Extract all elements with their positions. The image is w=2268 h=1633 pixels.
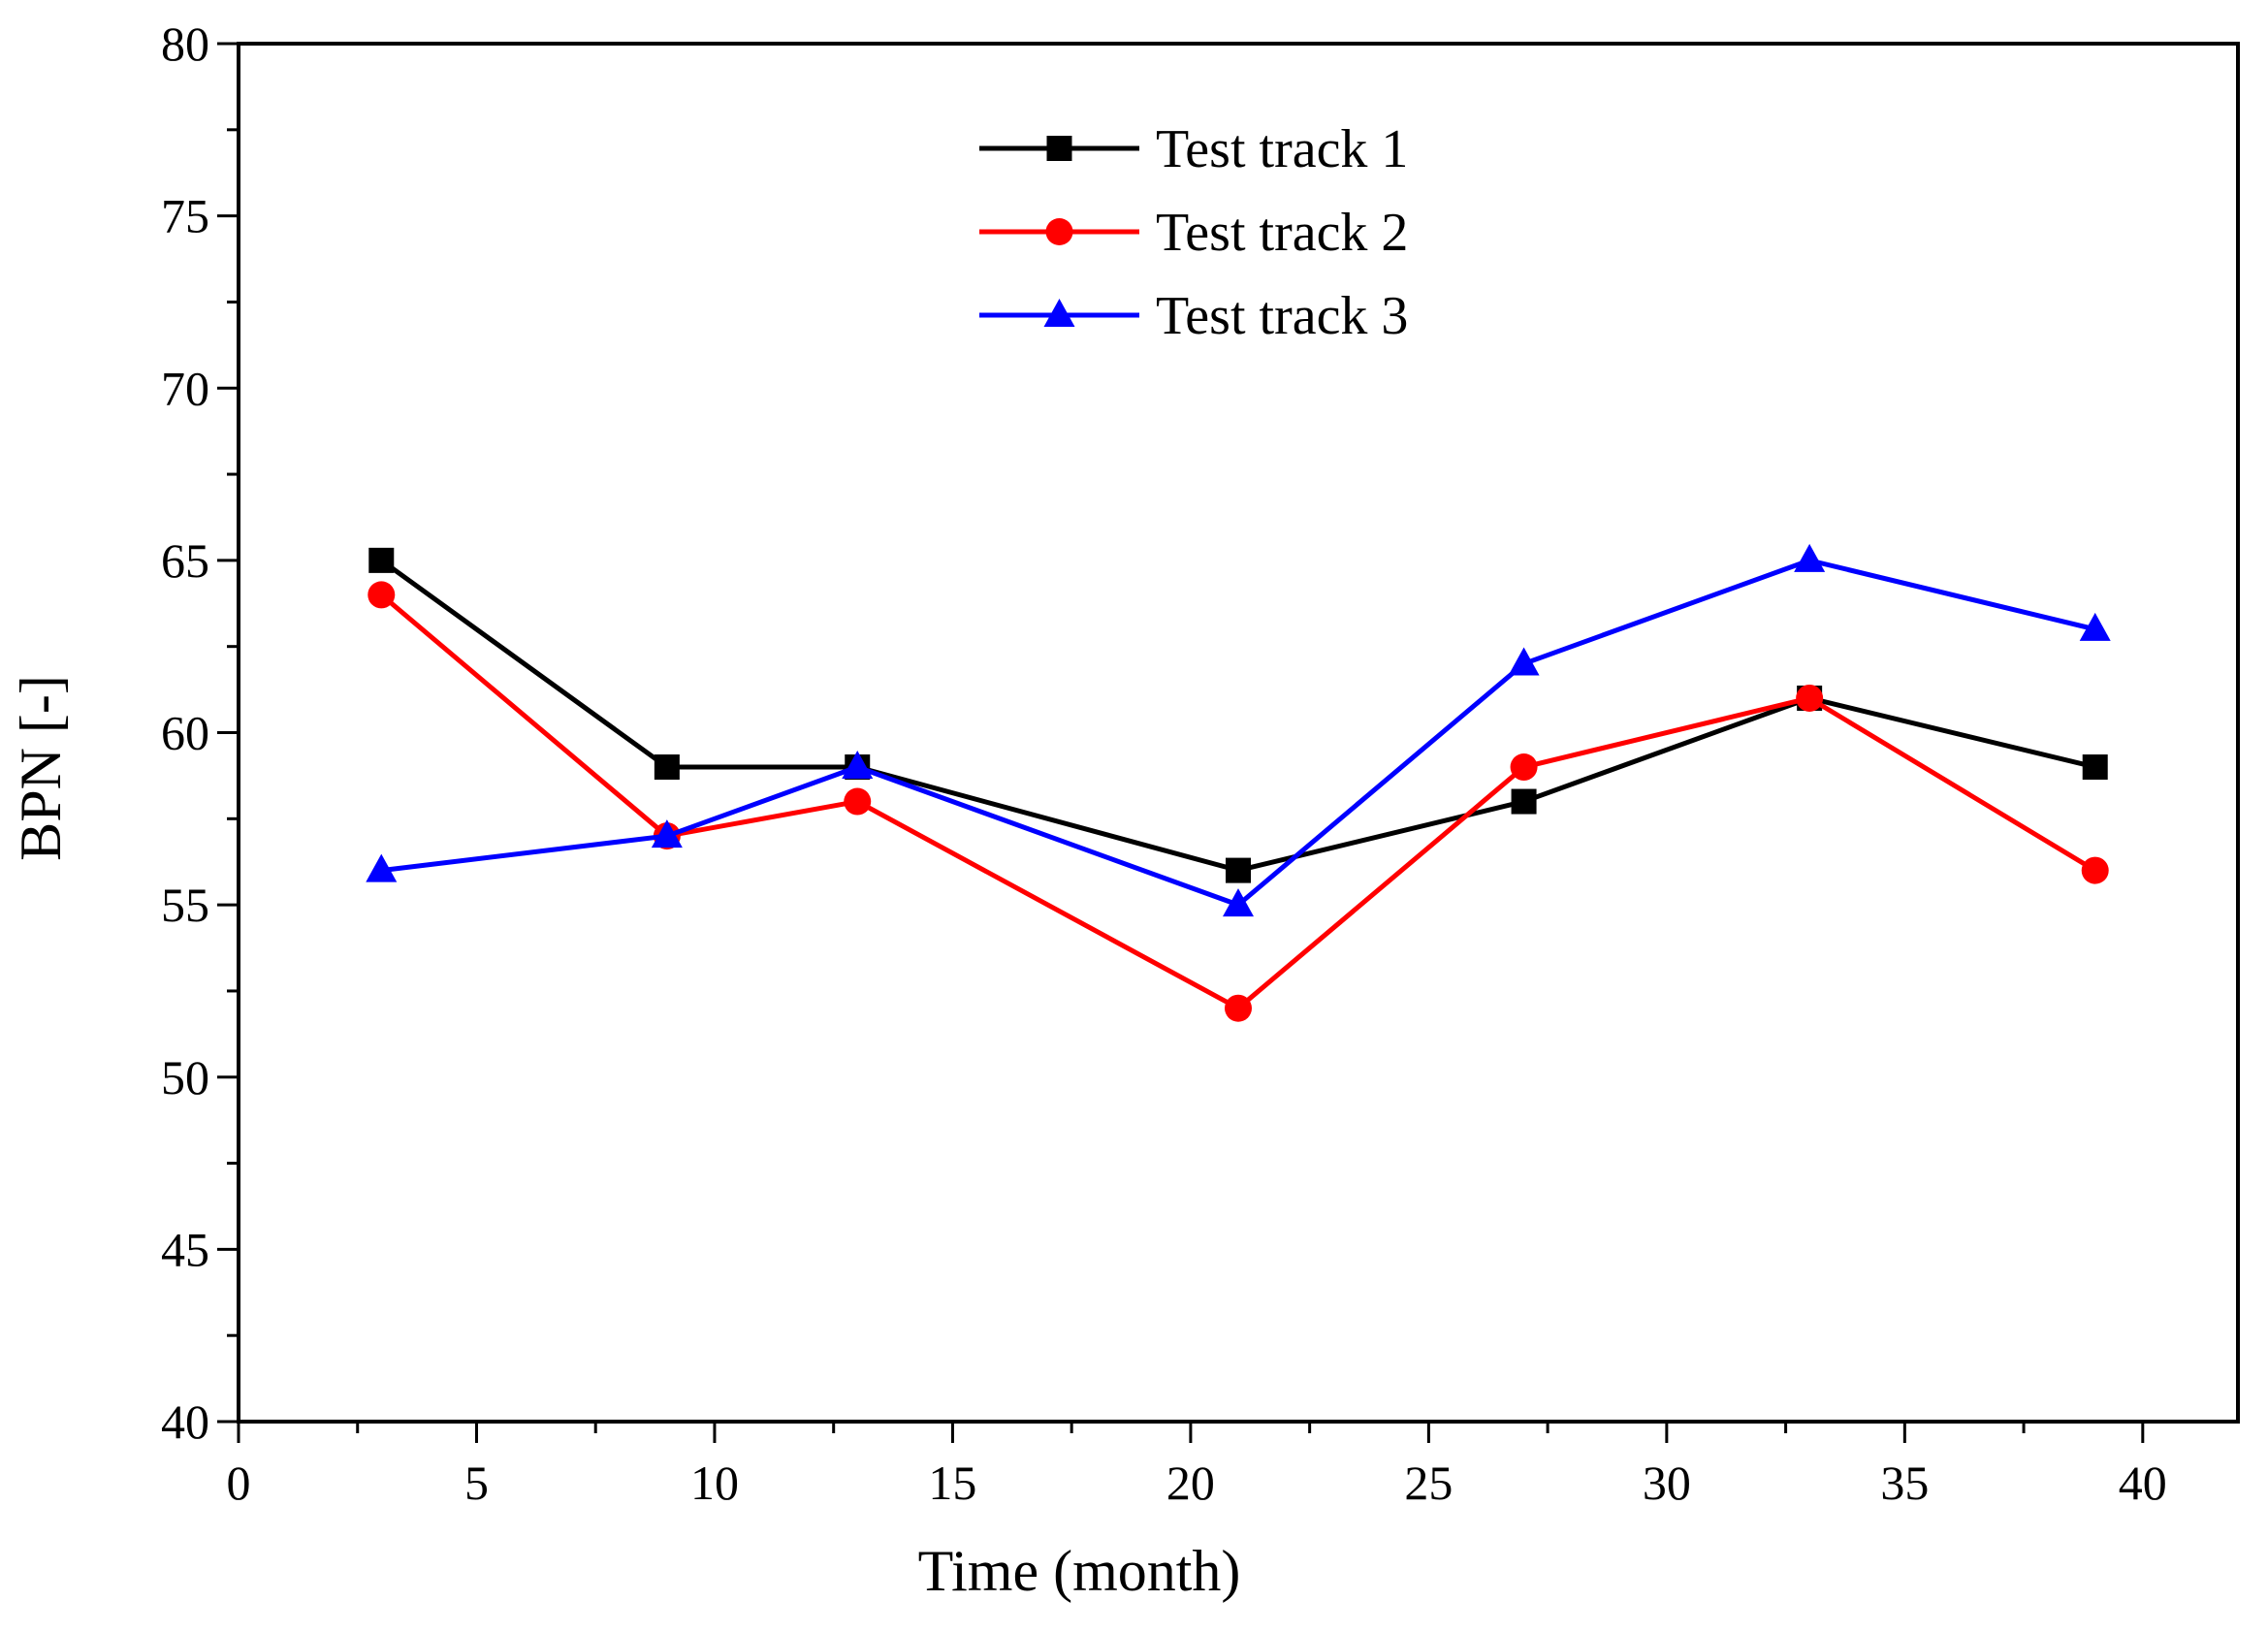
series-2-point bbox=[844, 787, 872, 816]
series-3-line bbox=[380, 558, 2096, 908]
x-tick-label: 0 bbox=[227, 1456, 251, 1510]
series-3-point bbox=[2079, 612, 2111, 641]
legend-item: Test track 3 bbox=[979, 286, 1408, 346]
y-tick-label: 45 bbox=[161, 1222, 209, 1276]
y-tick-label: 40 bbox=[161, 1394, 209, 1449]
series-1 bbox=[368, 547, 2108, 883]
x-axis: 0 5 10 15 20 25 30 35 40 bbox=[227, 1422, 2167, 1510]
y-tick-label: 50 bbox=[161, 1050, 209, 1105]
series-3 bbox=[366, 543, 2111, 917]
x-tick-label: 15 bbox=[928, 1456, 976, 1510]
legend-marker bbox=[1043, 299, 1075, 327]
y-tick-label: 80 bbox=[161, 16, 209, 71]
legend-marker bbox=[1045, 218, 1073, 245]
series-3-point bbox=[1508, 647, 1540, 676]
y-tick-label: 55 bbox=[161, 878, 209, 932]
series-layer bbox=[366, 543, 2111, 1022]
legend-marker bbox=[1046, 136, 1072, 161]
y-tick-label: 75 bbox=[161, 189, 209, 243]
legend-label: Test track 1 bbox=[1156, 119, 1408, 179]
series-1-point bbox=[1226, 857, 1251, 883]
series-2-point bbox=[1225, 994, 1252, 1022]
x-tick-label: 20 bbox=[1166, 1456, 1215, 1510]
x-tick-label: 25 bbox=[1404, 1456, 1453, 1510]
series-3-point bbox=[366, 853, 398, 882]
y-axis-title: BPN [-] bbox=[9, 675, 73, 861]
series-1-point bbox=[368, 547, 395, 573]
series-3-point bbox=[651, 819, 683, 849]
y-tick-label: 65 bbox=[161, 533, 209, 588]
x-tick-label: 35 bbox=[1880, 1456, 1929, 1510]
series-2-point bbox=[367, 581, 396, 609]
series-2-point bbox=[1510, 753, 1538, 782]
x-tick-label: 40 bbox=[2119, 1456, 2167, 1510]
series-3-point bbox=[1794, 543, 1826, 572]
series-2-line bbox=[379, 592, 2097, 1011]
legend: Test track 1 Test track 2 Test track 3 bbox=[979, 119, 1408, 346]
series-2 bbox=[367, 581, 2109, 1022]
y-tick-label: 70 bbox=[161, 361, 209, 415]
series-2-point bbox=[2081, 856, 2109, 884]
y-tick-label: 60 bbox=[161, 706, 209, 760]
x-tick-label: 5 bbox=[464, 1456, 489, 1510]
y-axis: 40 45 50 55 60 65 70 75 80 bbox=[161, 16, 239, 1449]
legend-label: Test track 3 bbox=[1156, 286, 1408, 346]
legend-item: Test track 1 bbox=[979, 119, 1408, 179]
x-tick-label: 30 bbox=[1643, 1456, 1691, 1510]
series-3-point bbox=[842, 751, 874, 780]
series-1-point bbox=[1511, 788, 1537, 815]
series-2-point bbox=[1796, 684, 1824, 712]
series-1-point bbox=[654, 754, 680, 781]
x-tick-label: 10 bbox=[690, 1456, 739, 1510]
x-axis-title: Time (month) bbox=[918, 1539, 1241, 1603]
legend-label: Test track 2 bbox=[1156, 203, 1408, 263]
series-1-point bbox=[2082, 754, 2108, 781]
series-3-point bbox=[1223, 888, 1254, 917]
legend-item: Test track 2 bbox=[979, 203, 1408, 263]
